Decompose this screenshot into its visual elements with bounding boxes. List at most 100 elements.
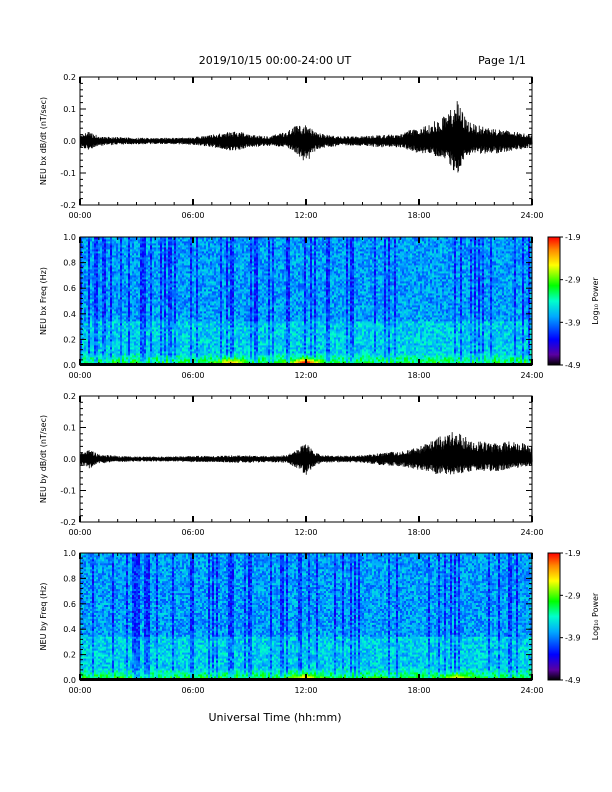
spectrogram-cell [110, 331, 113, 334]
spectrogram-cell [132, 325, 135, 328]
spectrogram-cell [88, 285, 91, 288]
spectrogram-cell [102, 277, 105, 280]
spectrogram-cell [90, 279, 93, 282]
spectrogram-cell [130, 243, 133, 246]
spectrogram-cell [162, 249, 165, 252]
spectrogram-cell [118, 307, 121, 310]
spectrogram-cell [146, 293, 149, 296]
spectrogram-cell [118, 241, 121, 244]
spectrogram-cell [108, 297, 111, 300]
spectrogram-cell [150, 341, 153, 344]
spectrogram-cell [94, 319, 97, 322]
spectrogram-cell [144, 253, 147, 256]
spectrogram-cell [100, 355, 103, 358]
spectrogram-cell [114, 305, 117, 308]
spectrogram-cell [118, 315, 121, 318]
spectrogram-cell [112, 287, 115, 290]
spectrogram-cell [86, 343, 89, 346]
spectrogram-cell [94, 247, 97, 250]
spectrogram-cell [138, 293, 141, 296]
spectrogram-cell [98, 315, 101, 318]
spectrogram-cell [80, 345, 83, 348]
spectrogram-cell [162, 315, 165, 318]
spectrogram-cell [156, 299, 159, 302]
spectrogram-cell [118, 317, 121, 320]
spectrogram-cell [164, 329, 167, 332]
spectrogram-cell [118, 331, 121, 334]
spectrogram-cell [92, 289, 95, 292]
spectrogram-cell [152, 321, 155, 324]
spectrogram-cell [158, 327, 161, 330]
spectrogram-cell [122, 309, 125, 312]
spectrogram-cell [126, 353, 129, 356]
spectrogram-cell [88, 307, 91, 310]
spectrogram-cell [162, 263, 165, 266]
spectrogram-cell [86, 335, 89, 338]
spectrogram-cell [154, 297, 157, 300]
spectrogram-cell [142, 305, 145, 308]
spectrogram-cell [146, 289, 149, 292]
spectrogram-cell [160, 247, 163, 250]
spectrogram-cell [130, 245, 133, 248]
spectrogram-cell [146, 245, 149, 248]
spectrogram-cell [116, 269, 119, 272]
spectrogram-cell [156, 289, 159, 292]
spectrogram-cell [106, 267, 109, 270]
spectrogram-cell [106, 351, 109, 354]
spectrogram-cell [148, 317, 151, 320]
spectrogram-cell [148, 273, 151, 276]
spectrogram-cell [124, 313, 127, 316]
spectrogram-cell [110, 279, 113, 282]
spectrogram-cell [164, 353, 167, 356]
spectrogram-cell [84, 251, 87, 254]
spectrogram-cell [146, 283, 149, 286]
spectrogram-cell [130, 289, 133, 292]
spectrogram-cell [154, 303, 157, 306]
spectrogram-cell [130, 317, 133, 320]
spectrogram-cell [120, 251, 123, 254]
spectrogram-cell [150, 333, 153, 336]
spectrogram-cell [80, 293, 83, 296]
spectrogram-cell [164, 267, 167, 270]
spectrogram-cell [84, 267, 87, 270]
spectrogram-cell [146, 333, 149, 336]
spectrogram-cell [116, 315, 119, 318]
spectrogram-cell [156, 361, 159, 364]
spectrogram-cell [160, 255, 163, 258]
spectrogram-cell [82, 259, 85, 262]
spectrogram-cell [86, 349, 89, 352]
spectrogram-cell [164, 319, 167, 322]
spectrogram-cell [134, 257, 137, 260]
spectrogram-cell [152, 283, 155, 286]
spectrogram-cell [118, 261, 121, 264]
spectrogram-cell [98, 249, 101, 252]
spectrogram-cell [124, 325, 127, 328]
spectrogram-cell [162, 305, 165, 308]
spectrogram-cell [92, 359, 95, 362]
spectrogram-cell [162, 237, 165, 240]
spectrogram-cell [130, 305, 133, 308]
spectrogram-cell [130, 247, 133, 250]
spectrogram-cell [156, 331, 159, 334]
spectrogram-cell [146, 359, 149, 362]
spectrogram-cell [110, 267, 113, 270]
spectrogram-cell [150, 307, 153, 310]
spectrogram-cell [86, 255, 89, 258]
spectrogram-cell [144, 309, 147, 312]
spectrogram-cell [110, 281, 113, 284]
spectrogram-cell [128, 287, 131, 290]
spectrogram-cell [128, 239, 131, 242]
spectrogram-cell [142, 343, 145, 346]
spectrogram-cell [110, 359, 113, 362]
x-tick-label: 24:00 [520, 211, 543, 220]
spectrogram-cell [136, 239, 139, 242]
spectrogram-cell [132, 267, 135, 270]
spectrogram-cell [162, 337, 165, 340]
spectrogram-cell [110, 295, 113, 298]
spectrogram-cell [104, 289, 107, 292]
spectrogram-cell [80, 285, 83, 288]
spectrogram-cell [102, 269, 105, 272]
spectrogram-cell [100, 327, 103, 330]
spectrogram-cell [92, 321, 95, 324]
spectrogram-cell [128, 275, 131, 278]
